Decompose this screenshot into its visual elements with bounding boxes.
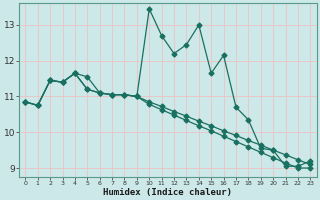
X-axis label: Humidex (Indice chaleur): Humidex (Indice chaleur) <box>103 188 232 197</box>
